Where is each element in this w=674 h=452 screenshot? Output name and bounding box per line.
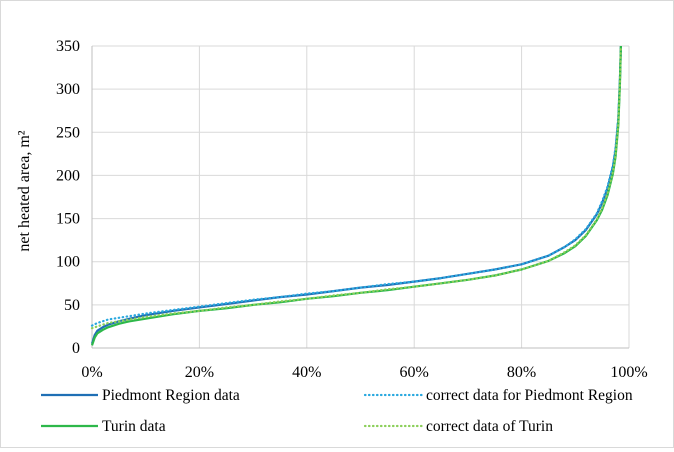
y-tick-label: 100 [56,254,80,271]
axes: 0 50 100 150 200 250 300 350 0% 20% 40% 60% 80% 100% [56,38,648,381]
legend-label-2: correct data for Piedmont Region [426,387,633,404]
series-line-1 [90,45,622,345]
y-tick-label: 300 [56,81,80,98]
x-tick-label: 80% [507,364,536,381]
x-tick-label: 100% [610,364,647,381]
series-line-4 [90,44,622,330]
legend-label-1: Piedmont Region data [102,387,240,404]
legend: Piedmont Region data correct data for Pie… [41,387,633,435]
x-tick-label: 0% [81,364,102,381]
y-tick-label: 250 [56,124,80,141]
series-line-3 [90,45,622,346]
y-tick-label: 0 [72,340,80,357]
y-tick-label: 150 [56,211,80,228]
y-tick-label: 200 [56,167,80,184]
series-line-2 [90,44,622,327]
legend-label-3: Turin data [102,418,166,435]
series-lines [90,44,622,346]
x-tick-label: 60% [400,364,429,381]
y-axis-label: net heated area, m² [16,130,33,251]
x-tick-label: 20% [185,364,214,381]
legend-label-4: correct data of Turin [426,418,553,435]
x-tick-label: 40% [292,364,321,381]
grid-lines [92,45,630,348]
y-tick-label: 350 [56,38,80,55]
y-tick-label: 50 [64,297,80,314]
